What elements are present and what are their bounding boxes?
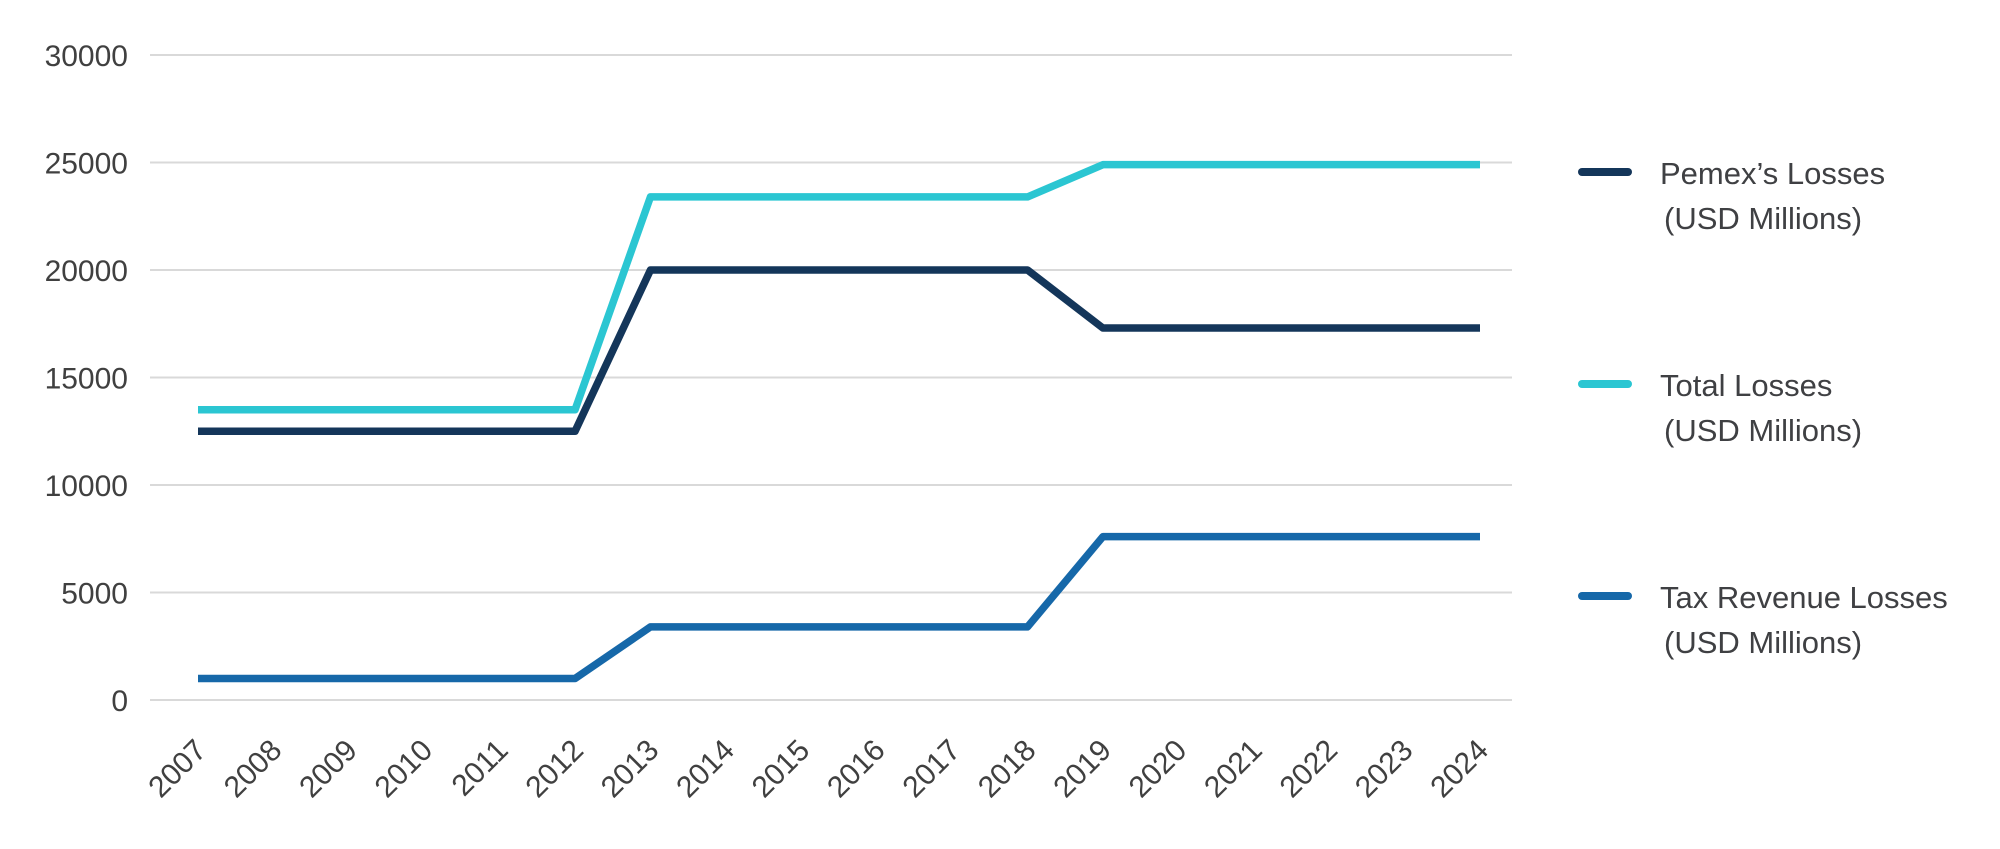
x-tick-label: 2019	[1047, 734, 1118, 805]
y-tick-label: 30000	[45, 40, 128, 73]
legend-label-line2: (USD Millions)	[1664, 200, 1863, 236]
x-tick-label: 2010	[369, 734, 440, 805]
x-tick-label: 2021	[1198, 734, 1269, 805]
series-line	[198, 266, 1480, 435]
series-line	[198, 532, 1480, 683]
y-tick-label: 0	[111, 685, 128, 718]
x-tick-label: 2014	[670, 734, 741, 805]
legend-label-line2: (USD Millions)	[1664, 412, 1863, 448]
x-tick-label: 2007	[142, 734, 213, 805]
x-tick-label: 2008	[218, 734, 289, 805]
legend-swatch-tax-revenue-losses-icon	[1578, 591, 1632, 600]
y-tick-label: 10000	[45, 470, 128, 503]
x-tick-label: 2015	[746, 734, 817, 805]
legend-swatch-pemex-losses-icon	[1578, 168, 1632, 176]
legend-label-line1: Total Losses	[1660, 367, 1833, 403]
legend-label-total-losses: Total Losses (USD Millions)	[1660, 364, 1862, 454]
legend-label-line1: Pemex’s Losses	[1660, 156, 1886, 191]
x-tick-label: 2012	[519, 734, 590, 805]
legend-label-line1: Tax Revenue Losses	[1660, 579, 1948, 615]
x-tick-label: 2020	[1123, 734, 1194, 805]
x-tick-label: 2022	[1274, 734, 1345, 805]
series-line	[198, 160, 1480, 414]
legend-label-tax-revenue-losses: Tax Revenue Losses (USD Millions)	[1660, 576, 1948, 666]
x-tick-label: 2013	[595, 734, 666, 805]
chart-legend: Pemex’s Losses (USD Millions) Total Loss…	[1578, 152, 1948, 666]
legend-label-line2: (USD Millions)	[1664, 624, 1863, 660]
y-tick-label: 5000	[61, 578, 128, 611]
x-tick-label: 2018	[972, 734, 1043, 805]
y-tick-label: 20000	[45, 255, 128, 288]
legend-swatch-total-losses-icon	[1578, 379, 1632, 388]
x-tick-label: 2011	[446, 734, 515, 803]
x-tick-label: 2023	[1349, 734, 1420, 805]
legend-item-pemex-losses: Pemex’s Losses (USD Millions)	[1578, 152, 1948, 242]
y-tick-label: 25000	[45, 148, 128, 181]
x-tick-label: 2016	[821, 734, 892, 805]
x-tick-label: 2024	[1424, 734, 1495, 805]
y-tick-label: 15000	[45, 363, 128, 396]
legend-label-pemex-losses: Pemex’s Losses (USD Millions)	[1660, 152, 1885, 242]
legend-item-tax-revenue-losses: Tax Revenue Losses (USD Millions)	[1578, 576, 1948, 666]
legend-item-total-losses: Total Losses (USD Millions)	[1578, 364, 1948, 454]
x-tick-label: 2009	[293, 734, 364, 805]
x-tick-label: 2017	[897, 734, 968, 805]
